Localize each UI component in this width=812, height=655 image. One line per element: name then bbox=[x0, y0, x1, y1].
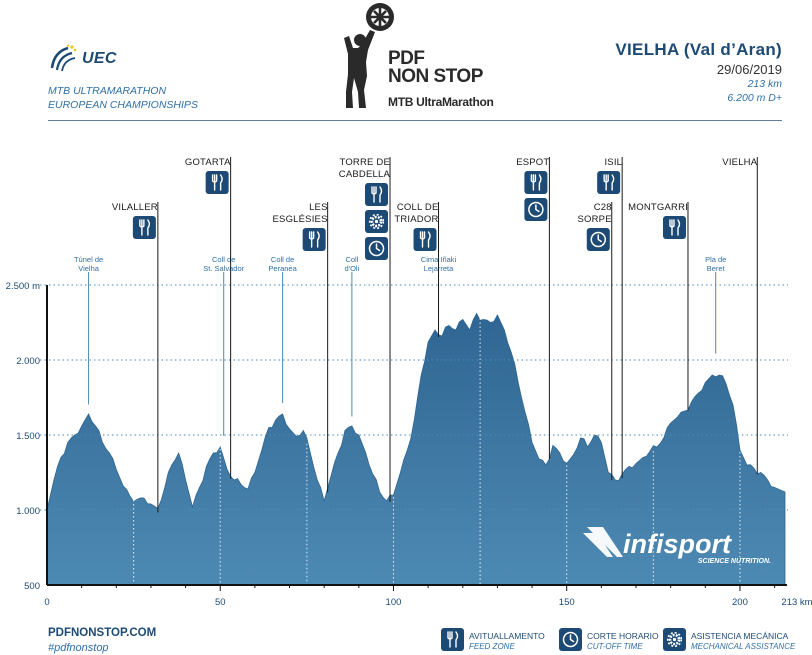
legend-label: CORTE HORARIO bbox=[587, 631, 659, 641]
y-tick-label: 2.000 bbox=[16, 356, 40, 367]
summit-label: Coll de bbox=[271, 255, 294, 264]
fork-knife-icon bbox=[662, 216, 686, 239]
station-name: SORPE bbox=[577, 214, 611, 225]
subtitle-line-2: EUROPEAN CHAMPIONSHIPS bbox=[48, 99, 198, 111]
station-name: VIELHA bbox=[722, 157, 757, 168]
station-name: ESPOT bbox=[516, 157, 549, 168]
event-subtitle: MTB ULTRAMARATHON EUROPEAN CHAMPIONSHIPS bbox=[48, 84, 198, 112]
header-divider bbox=[48, 120, 782, 121]
gear-icon bbox=[663, 628, 686, 651]
elevation-profile-chart: 2.500 m 2.000 1.500 1.000 500 0 50 100 150 200 213… bbox=[6, 157, 812, 608]
summit-label: Coll bbox=[345, 255, 358, 264]
clock-icon bbox=[559, 628, 582, 651]
legend-sublabel: MECHANICAL ASSISTANCE bbox=[691, 642, 796, 651]
x-tick-label: 50 bbox=[215, 597, 226, 608]
fork-knife-icon bbox=[524, 171, 548, 194]
subtitle-line-1: MTB ULTRAMARATHON bbox=[48, 85, 167, 97]
fork-knife-icon bbox=[365, 183, 389, 206]
y-tick-label: 1.000 bbox=[16, 506, 40, 517]
uec-logo-icon bbox=[50, 44, 77, 72]
race-info: VIELHA (Val d’Aran) 29/06/2019 213 km 6.… bbox=[615, 40, 782, 105]
summit-label: d'Oli bbox=[345, 264, 360, 273]
x-tick-label: 150 bbox=[559, 597, 575, 608]
gear-icon bbox=[365, 210, 389, 233]
fork-knife-icon bbox=[132, 216, 156, 239]
summit-label: Beret bbox=[707, 264, 726, 273]
sponsor-tagline: SCIENCE NUTRITION. bbox=[698, 558, 771, 565]
website-link[interactable]: PDFNONSTOP.COM bbox=[48, 627, 157, 639]
summit-label: Pla de bbox=[705, 255, 726, 264]
y-tick-label: 1.500 bbox=[16, 431, 40, 442]
station-name: ISIL bbox=[604, 157, 622, 168]
race-date: 29/06/2019 bbox=[716, 62, 782, 77]
summit-label: Túnel de bbox=[74, 255, 103, 264]
sponsor-swoosh-icon bbox=[583, 527, 623, 557]
station-name: MONTGARRI bbox=[628, 202, 688, 213]
clock-icon bbox=[524, 198, 548, 221]
logo-line-2: NON STOP bbox=[388, 66, 483, 87]
legend-label: AVITUALLAMENTO bbox=[469, 631, 545, 641]
station-name: C28 bbox=[594, 202, 612, 213]
federation-name: UEC bbox=[82, 50, 117, 67]
x-tick-label: 0 bbox=[44, 597, 49, 608]
x-tick-label: 200 bbox=[732, 597, 748, 608]
race-elevation-gain: 6.200 m D+ bbox=[727, 92, 782, 104]
station-name: TRIADOR bbox=[394, 214, 438, 225]
sponsor-name: infisport bbox=[623, 529, 732, 559]
fork-knife-icon bbox=[205, 171, 229, 194]
legend-label: ASISTENCIA MECÁNICA bbox=[691, 631, 789, 641]
station-name: TORRE DE bbox=[339, 157, 390, 168]
elevation-profile-area bbox=[46, 312, 786, 586]
x-end-label: 213 km bbox=[781, 597, 812, 608]
station-name: ESGLÉSIES bbox=[273, 214, 328, 225]
fork-knife-icon bbox=[302, 228, 326, 251]
logo-wordmark: PDF NON STOP bbox=[388, 48, 483, 87]
y-tick-label: 500 bbox=[24, 581, 40, 592]
summit-label: Peranea bbox=[268, 264, 297, 273]
station-name: COLL DE bbox=[397, 202, 439, 213]
rider-lifting-wheel-logo-icon bbox=[344, 3, 394, 108]
summit-label: Coll de bbox=[212, 255, 235, 264]
legend-sublabel: FEED ZONE bbox=[469, 642, 515, 651]
fork-knife-icon bbox=[441, 628, 464, 651]
fork-knife-icon bbox=[597, 171, 621, 194]
race-distance: 213 km bbox=[747, 78, 782, 90]
race-title: VIELHA (Val d’Aran) bbox=[615, 40, 782, 59]
fork-knife-icon bbox=[413, 228, 437, 251]
clock-icon bbox=[586, 228, 610, 251]
station-name: VILALLER bbox=[112, 202, 158, 213]
y-tick-label: 2.500 m bbox=[6, 281, 40, 292]
summit-label: Vielha bbox=[78, 264, 100, 273]
logo-line-3: MTB UltraMarathon bbox=[388, 95, 494, 109]
x-tick-label: 100 bbox=[386, 597, 402, 608]
legend-sublabel: CUT-OFF TIME bbox=[587, 642, 643, 651]
clock-icon bbox=[365, 237, 389, 260]
summit-label: St. Salvador bbox=[203, 264, 244, 273]
station-name: LES bbox=[309, 202, 328, 213]
station-name: GOTARTA bbox=[185, 157, 231, 168]
station-name: CABDELLA bbox=[339, 169, 391, 180]
hashtag: #pdfnonstop bbox=[48, 642, 109, 654]
logo-line-1: PDF bbox=[388, 48, 425, 69]
